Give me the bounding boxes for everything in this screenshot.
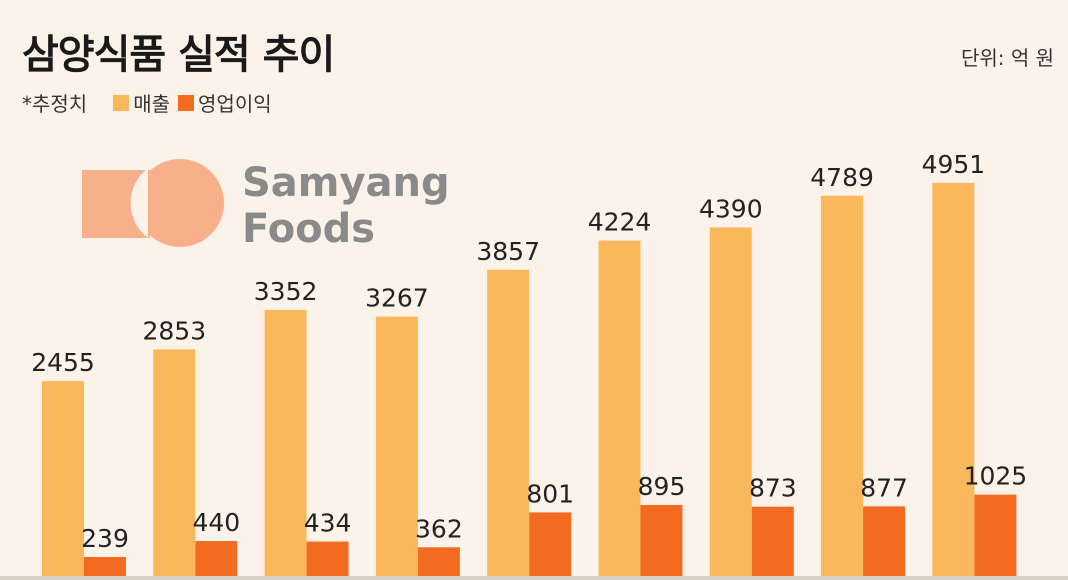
unit-label: 단위: 억 원	[960, 46, 1054, 70]
legend-item-operating-profit: 영업이익	[178, 88, 272, 117]
logo-cutout	[130, 168, 148, 238]
data-label-operating-profit-3: 434	[304, 509, 352, 538]
bar-revenue-9	[932, 182, 975, 576]
logo-text-line1: Samyang	[242, 160, 450, 206]
bar-revenue-5	[487, 269, 530, 576]
bar-operating-profit-4	[417, 547, 460, 576]
data-label-operating-profit-8: 877	[860, 473, 908, 502]
legend: *추정치 매출 영업이익	[22, 88, 280, 117]
data-label-revenue-1: 2455	[31, 348, 95, 377]
data-label-revenue-7: 4390	[699, 194, 763, 223]
bar-revenue-4	[375, 316, 418, 576]
logo-text-line2: Foods	[242, 206, 375, 252]
data-label-operating-profit-4: 362	[415, 514, 463, 543]
bar-revenue-8	[821, 195, 864, 576]
samyang-foods-logo: Samyang Foods	[82, 158, 452, 257]
bar-operating-profit-9	[974, 494, 1017, 576]
legend-label-revenue: 매출	[133, 92, 171, 116]
data-label-revenue-9: 4951	[922, 150, 986, 179]
bar-revenue-3	[264, 309, 307, 576]
bar-operating-profit-5	[529, 512, 572, 576]
data-label-operating-profit-7: 873	[749, 474, 797, 503]
data-label-operating-profit-5: 801	[526, 479, 574, 508]
bar-operating-profit-1	[84, 557, 126, 576]
data-label-operating-profit-2: 440	[192, 508, 240, 537]
bar-revenue-2	[153, 349, 196, 576]
estimate-note: *추정치	[22, 92, 88, 116]
legend-swatch-revenue	[113, 94, 130, 111]
legend-label-operating-profit: 영업이익	[198, 92, 272, 116]
data-label-revenue-4: 3267	[365, 284, 429, 313]
bar-operating-profit-3	[306, 541, 349, 576]
data-label-revenue-2: 2853	[142, 316, 206, 345]
legend-item-revenue: 매출	[113, 88, 170, 117]
data-label-revenue-6: 4224	[588, 208, 652, 237]
data-label-operating-profit-6: 895	[638, 472, 686, 501]
bar-operating-profit-8	[863, 506, 906, 576]
x-axis-baseline	[0, 576, 1068, 580]
data-label-operating-profit-9: 1025	[964, 462, 1028, 491]
bar-revenue-7	[709, 227, 752, 576]
chart-title: 삼양식품 실적 추이	[22, 32, 335, 78]
data-label-revenue-8: 4789	[810, 163, 874, 192]
bar-operating-profit-2	[195, 541, 238, 576]
bar-revenue-1	[42, 381, 84, 576]
legend-swatch-operating-profit	[178, 94, 195, 111]
data-label-revenue-5: 3857	[476, 237, 540, 266]
bar-operating-profit-7	[751, 506, 794, 576]
bar-operating-profit-6	[640, 504, 683, 576]
logo-circle	[136, 159, 224, 247]
data-label-operating-profit-1: 239	[81, 524, 129, 553]
bar-revenue-6	[598, 240, 641, 577]
data-label-revenue-3: 3352	[254, 277, 318, 306]
